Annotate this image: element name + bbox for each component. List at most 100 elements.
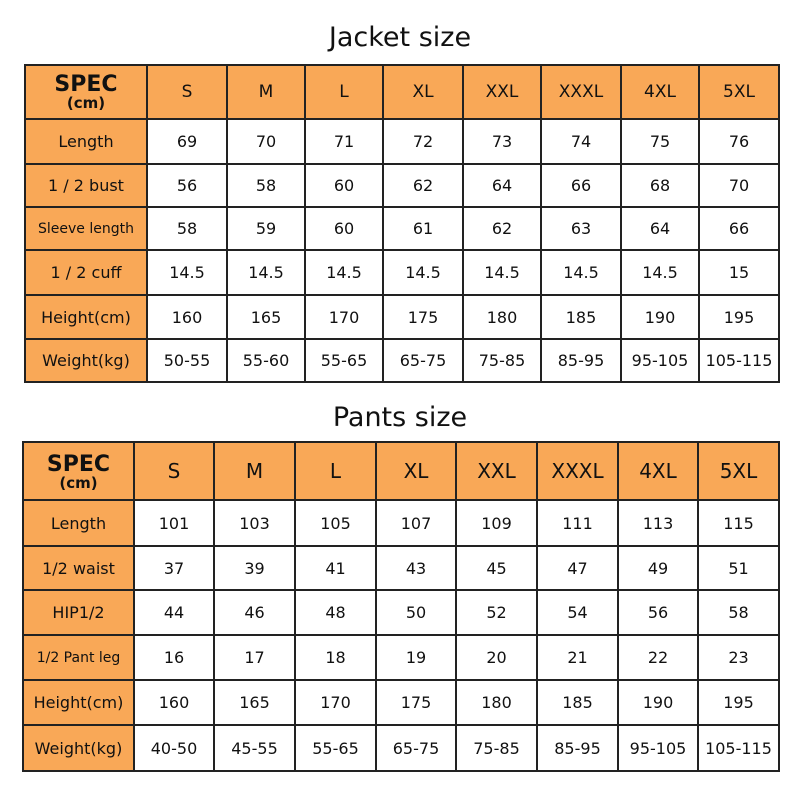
spec-header: SPEC (cm) <box>22 441 135 501</box>
table-row: Weight(kg) 50-55 55-60 55-65 65-75 75-85 85-95… <box>24 338 780 383</box>
cell-value: 51 <box>697 545 780 591</box>
cell-value: 75-85 <box>462 338 542 383</box>
table-row: Length 101 103 105 107 109 111 113 115 <box>22 499 780 547</box>
cell-value: 73 <box>462 118 542 165</box>
cell-value: 180 <box>462 294 542 340</box>
cell-value: 45-55 <box>213 724 296 772</box>
cell-value: 85-95 <box>536 724 619 772</box>
cell-value: 101 <box>133 499 215 547</box>
table-row: 1 / 2 bust 56 58 60 62 64 66 68 70 <box>24 163 780 208</box>
cell-value: 49 <box>617 545 699 591</box>
cell-value: 41 <box>294 545 377 591</box>
cell-value: 52 <box>455 589 538 636</box>
cell-value: 113 <box>617 499 699 547</box>
size-header: XXXL <box>540 64 622 120</box>
cell-value: 165 <box>226 294 306 340</box>
table-row: Length 69 70 71 72 73 74 75 76 <box>24 118 780 165</box>
cell-value: 95-105 <box>620 338 700 383</box>
row-label: 1/2 Pant leg <box>22 634 135 681</box>
cell-value: 170 <box>294 679 377 726</box>
cell-value: 74 <box>540 118 622 165</box>
cell-value: 185 <box>536 679 619 726</box>
size-header: XL <box>382 64 464 120</box>
cell-value: 115 <box>697 499 780 547</box>
cell-value: 58 <box>697 589 780 636</box>
size-header: S <box>146 64 228 120</box>
table-row: Sleeve length 58 59 60 61 62 63 64 66 <box>24 206 780 251</box>
size-header: M <box>213 441 296 501</box>
cell-value: 75-85 <box>455 724 538 772</box>
cell-value: 185 <box>540 294 622 340</box>
cell-value: 14.5 <box>226 249 306 296</box>
cell-value: 14.5 <box>620 249 700 296</box>
cell-value: 95-105 <box>617 724 699 772</box>
cell-value: 70 <box>698 163 780 208</box>
row-label: Height(cm) <box>24 294 148 340</box>
cell-value: 105-115 <box>698 338 780 383</box>
cell-value: 70 <box>226 118 306 165</box>
cell-value: 105-115 <box>697 724 780 772</box>
pants-title: Pants size <box>332 402 468 433</box>
cell-value: 60 <box>304 206 384 251</box>
cell-value: 55-60 <box>226 338 306 383</box>
size-header: XXL <box>455 441 538 501</box>
row-label: Weight(kg) <box>22 724 135 772</box>
cell-value: 76 <box>698 118 780 165</box>
cell-value: 103 <box>213 499 296 547</box>
size-header: 4XL <box>617 441 699 501</box>
cell-value: 21 <box>536 634 619 681</box>
table-row: 1/2 waist 37 39 41 43 45 47 49 51 <box>22 545 780 591</box>
cell-value: 65-75 <box>382 338 464 383</box>
pants-size-table: SPEC (cm) S M L XL XXL XXXL 4XL 5XL Length 101 103 10… <box>22 441 780 772</box>
cell-value: 160 <box>133 679 215 726</box>
row-label: Height(cm) <box>22 679 135 726</box>
cell-value: 75 <box>620 118 700 165</box>
cell-value: 19 <box>375 634 457 681</box>
row-label: Sleeve length <box>24 206 148 251</box>
size-header: XXL <box>462 64 542 120</box>
cell-value: 59 <box>226 206 306 251</box>
cell-value: 16 <box>133 634 215 681</box>
cell-value: 175 <box>375 679 457 726</box>
cell-value: 195 <box>697 679 780 726</box>
row-label: 1/2 waist <box>22 545 135 591</box>
cell-value: 22 <box>617 634 699 681</box>
size-header: S <box>133 441 215 501</box>
cell-value: 62 <box>382 163 464 208</box>
cell-value: 18 <box>294 634 377 681</box>
cell-value: 68 <box>620 163 700 208</box>
unit-label: (cm) <box>59 474 98 492</box>
table-row: Height(cm) 160 165 170 175 180 185 190 195 <box>24 294 780 340</box>
spec-label: SPEC <box>54 71 118 97</box>
cell-value: 72 <box>382 118 464 165</box>
cell-value: 195 <box>698 294 780 340</box>
size-header: 5XL <box>698 64 780 120</box>
cell-value: 48 <box>294 589 377 636</box>
cell-value: 50-55 <box>146 338 228 383</box>
cell-value: 54 <box>536 589 619 636</box>
cell-value: 66 <box>540 163 622 208</box>
cell-value: 69 <box>146 118 228 165</box>
row-label: Length <box>22 499 135 547</box>
cell-value: 44 <box>133 589 215 636</box>
cell-value: 43 <box>375 545 457 591</box>
cell-value: 40-50 <box>133 724 215 772</box>
cell-value: 71 <box>304 118 384 165</box>
size-header: L <box>304 64 384 120</box>
cell-value: 15 <box>698 249 780 296</box>
cell-value: 14.5 <box>462 249 542 296</box>
jacket-title: Jacket size <box>328 22 472 53</box>
size-header: XXXL <box>536 441 619 501</box>
cell-value: 109 <box>455 499 538 547</box>
size-header: 5XL <box>697 441 780 501</box>
cell-value: 107 <box>375 499 457 547</box>
cell-value: 60 <box>304 163 384 208</box>
cell-value: 66 <box>698 206 780 251</box>
cell-value: 23 <box>697 634 780 681</box>
cell-value: 160 <box>146 294 228 340</box>
cell-value: 165 <box>213 679 296 726</box>
table-row: Height(cm) 160 165 170 175 180 185 190 195 <box>22 679 780 726</box>
cell-value: 58 <box>146 206 228 251</box>
cell-value: 180 <box>455 679 538 726</box>
cell-value: 65-75 <box>375 724 457 772</box>
